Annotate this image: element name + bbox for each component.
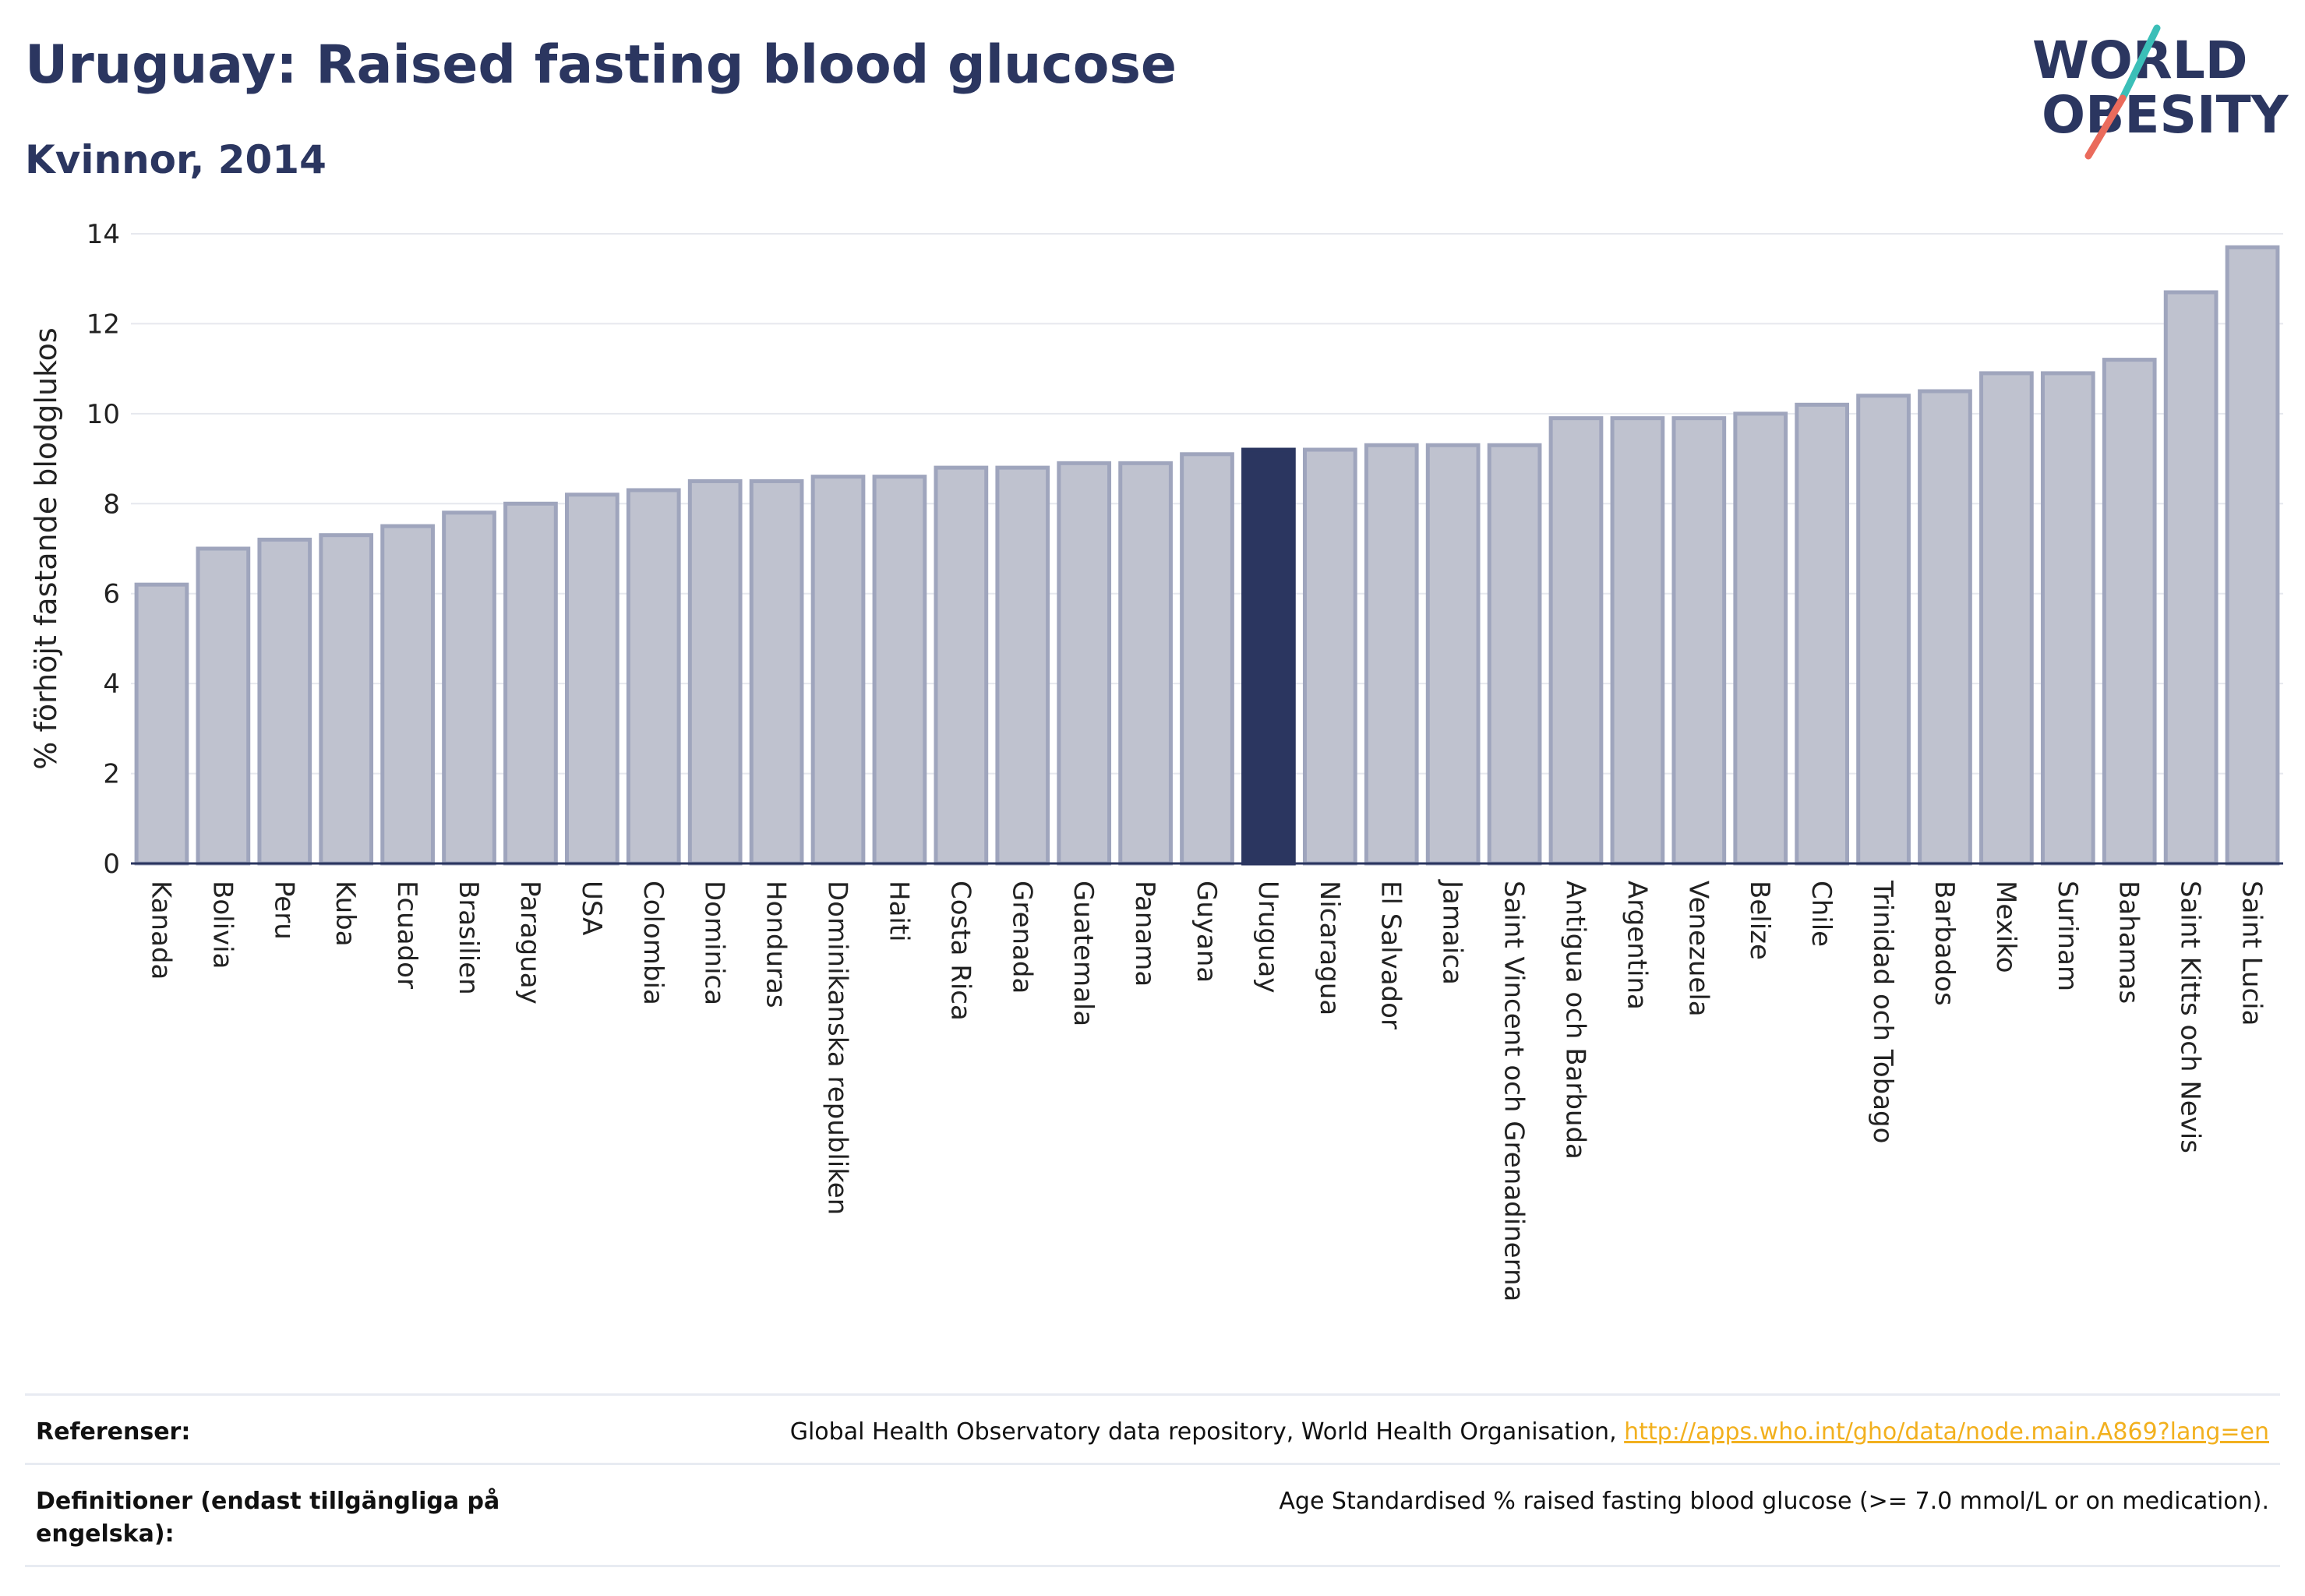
x-tick-label: Peru <box>268 881 299 940</box>
x-tick-label: Colombia <box>637 881 669 1005</box>
x-tick-label: Uruguay <box>1252 881 1283 994</box>
bar <box>687 478 743 866</box>
bar <box>134 582 189 866</box>
y-tick-label: 8 <box>103 489 120 520</box>
bar <box>380 524 435 866</box>
x-tick-label: Kanada <box>145 881 176 980</box>
x-tick-label: Kuba <box>330 881 361 947</box>
bar <box>2102 358 2157 866</box>
x-tick-label: Barbados <box>1929 881 1960 1006</box>
bar <box>1302 447 1357 866</box>
bar <box>1733 411 1788 866</box>
x-tick-label: Paraguay <box>514 881 545 1005</box>
chart-title: Uruguay: Raised fasting blood glucose <box>25 34 1177 96</box>
bar-chart: 0 2 4 6 8 10 12 14 Kanada Bolivia Peru Kuba Ecuador… <box>29 219 2283 1301</box>
logo-word-obesity: OBESITY <box>2042 85 2289 145</box>
bar <box>565 493 619 866</box>
x-tick-label: Grenada <box>1006 881 1037 994</box>
bar <box>2163 290 2219 866</box>
bar <box>1118 461 1173 866</box>
bar <box>2225 245 2280 866</box>
bar <box>2040 371 2095 866</box>
definitions-row: Definitioner (endast tillgängliga på eng… <box>25 1463 2280 1567</box>
bar <box>995 465 1050 866</box>
y-axis-title: % förhöjt fastande blodglukos <box>29 327 63 769</box>
bar <box>749 478 804 866</box>
x-tick-label: Brasilien <box>453 881 484 995</box>
references-link[interactable]: http://apps.who.int/gho/data/node.main.A… <box>1624 1418 2269 1446</box>
bar <box>934 465 989 866</box>
y-tick-label: 14 <box>86 219 120 250</box>
y-tick-label: 2 <box>103 759 120 790</box>
bar <box>257 537 312 866</box>
x-tick-label: Trinidad och Tobago <box>1867 880 1898 1143</box>
bar <box>626 488 681 866</box>
footer-table: Referenser: Global Health Observatory da… <box>25 1393 2280 1567</box>
bar <box>1487 443 1542 866</box>
bars <box>134 245 2280 866</box>
bar <box>1610 416 1665 866</box>
x-tick-label: Guyana <box>1191 881 1222 983</box>
bar <box>1180 452 1234 866</box>
x-tick-label: Panama <box>1129 881 1160 987</box>
x-tick-label: USA <box>576 881 607 935</box>
bar <box>1856 394 1911 866</box>
x-tick-label: Dominikanska republiken <box>822 881 853 1215</box>
x-tick-label: Saint Lucia <box>2236 881 2268 1026</box>
bar <box>503 501 558 866</box>
bar <box>810 475 866 866</box>
x-tick-label: Surinam <box>2052 881 2083 991</box>
x-tick-label: Honduras <box>761 881 792 1008</box>
chart-subtitle: Kvinnor, 2014 <box>25 137 327 182</box>
bar <box>1918 389 1972 866</box>
bar <box>1425 443 1481 866</box>
x-tick-label: Saint Vincent och Grenadinerna <box>1498 881 1530 1301</box>
x-tick-label: Guatemala <box>1068 881 1099 1026</box>
bar <box>319 533 374 866</box>
references-value: Global Health Observatory data repositor… <box>790 1416 2269 1449</box>
world-obesity-logo: WORLD OBESITY <box>2032 24 2289 160</box>
references-label: Referenser: <box>36 1418 191 1446</box>
x-tick-label: Bahamas <box>2113 881 2144 1004</box>
x-tick-label: Venezuela <box>1682 881 1714 1017</box>
x-tick-label: Jamaica <box>1437 879 1468 985</box>
references-row: Referenser: Global Health Observatory da… <box>25 1393 2280 1463</box>
y-tick-label: 10 <box>86 399 120 430</box>
x-tick-label: Antigua och Barbuda <box>1559 881 1590 1160</box>
x-tick-label: Mexiko <box>1990 881 2021 973</box>
bar-highlight <box>1241 447 1296 866</box>
x-tick-label: Argentina <box>1621 881 1652 1010</box>
bar <box>1979 371 2034 866</box>
x-tick-label: Ecuador <box>391 881 422 989</box>
logo-slash-coral <box>2084 94 2127 160</box>
bar <box>1057 461 1112 866</box>
definitions-label: Definitioner (endast tillgängliga på eng… <box>36 1488 500 1548</box>
y-tick-label: 12 <box>86 309 120 340</box>
x-tick-label: Dominica <box>699 881 730 1005</box>
x-tick-label: Chile <box>1806 881 1837 947</box>
bar <box>1364 443 1419 866</box>
y-tick-labels: 0 2 4 6 8 10 12 14 <box>86 219 120 880</box>
y-tick-label: 0 <box>103 849 120 880</box>
y-tick-label: 6 <box>103 579 120 610</box>
bar <box>872 475 927 866</box>
logo-slash-teal <box>2119 24 2161 102</box>
x-tick-labels: Kanada Bolivia Peru Kuba Ecuador Brasilien Par… <box>145 879 2267 1301</box>
x-tick-label: Haiti <box>883 881 914 942</box>
bar <box>1671 416 1727 866</box>
bar <box>196 546 251 866</box>
x-tick-label: Saint Kitts och Nevis <box>2175 881 2206 1153</box>
x-tick-label: Bolivia <box>206 881 238 969</box>
bar <box>1548 416 1604 866</box>
definitions-value: Age Standardised % raised fasting blood … <box>1279 1488 2269 1515</box>
references-text: Global Health Observatory data repositor… <box>789 1418 1625 1446</box>
bar <box>1795 402 1849 866</box>
x-tick-label: Nicaragua <box>1314 881 1345 1015</box>
x-tick-label: Belize <box>1744 881 1775 960</box>
bar <box>442 510 496 866</box>
x-tick-label: El Salvador <box>1375 881 1407 1029</box>
x-tick-label: Costa Rica <box>944 881 976 1021</box>
y-tick-label: 4 <box>103 669 120 700</box>
